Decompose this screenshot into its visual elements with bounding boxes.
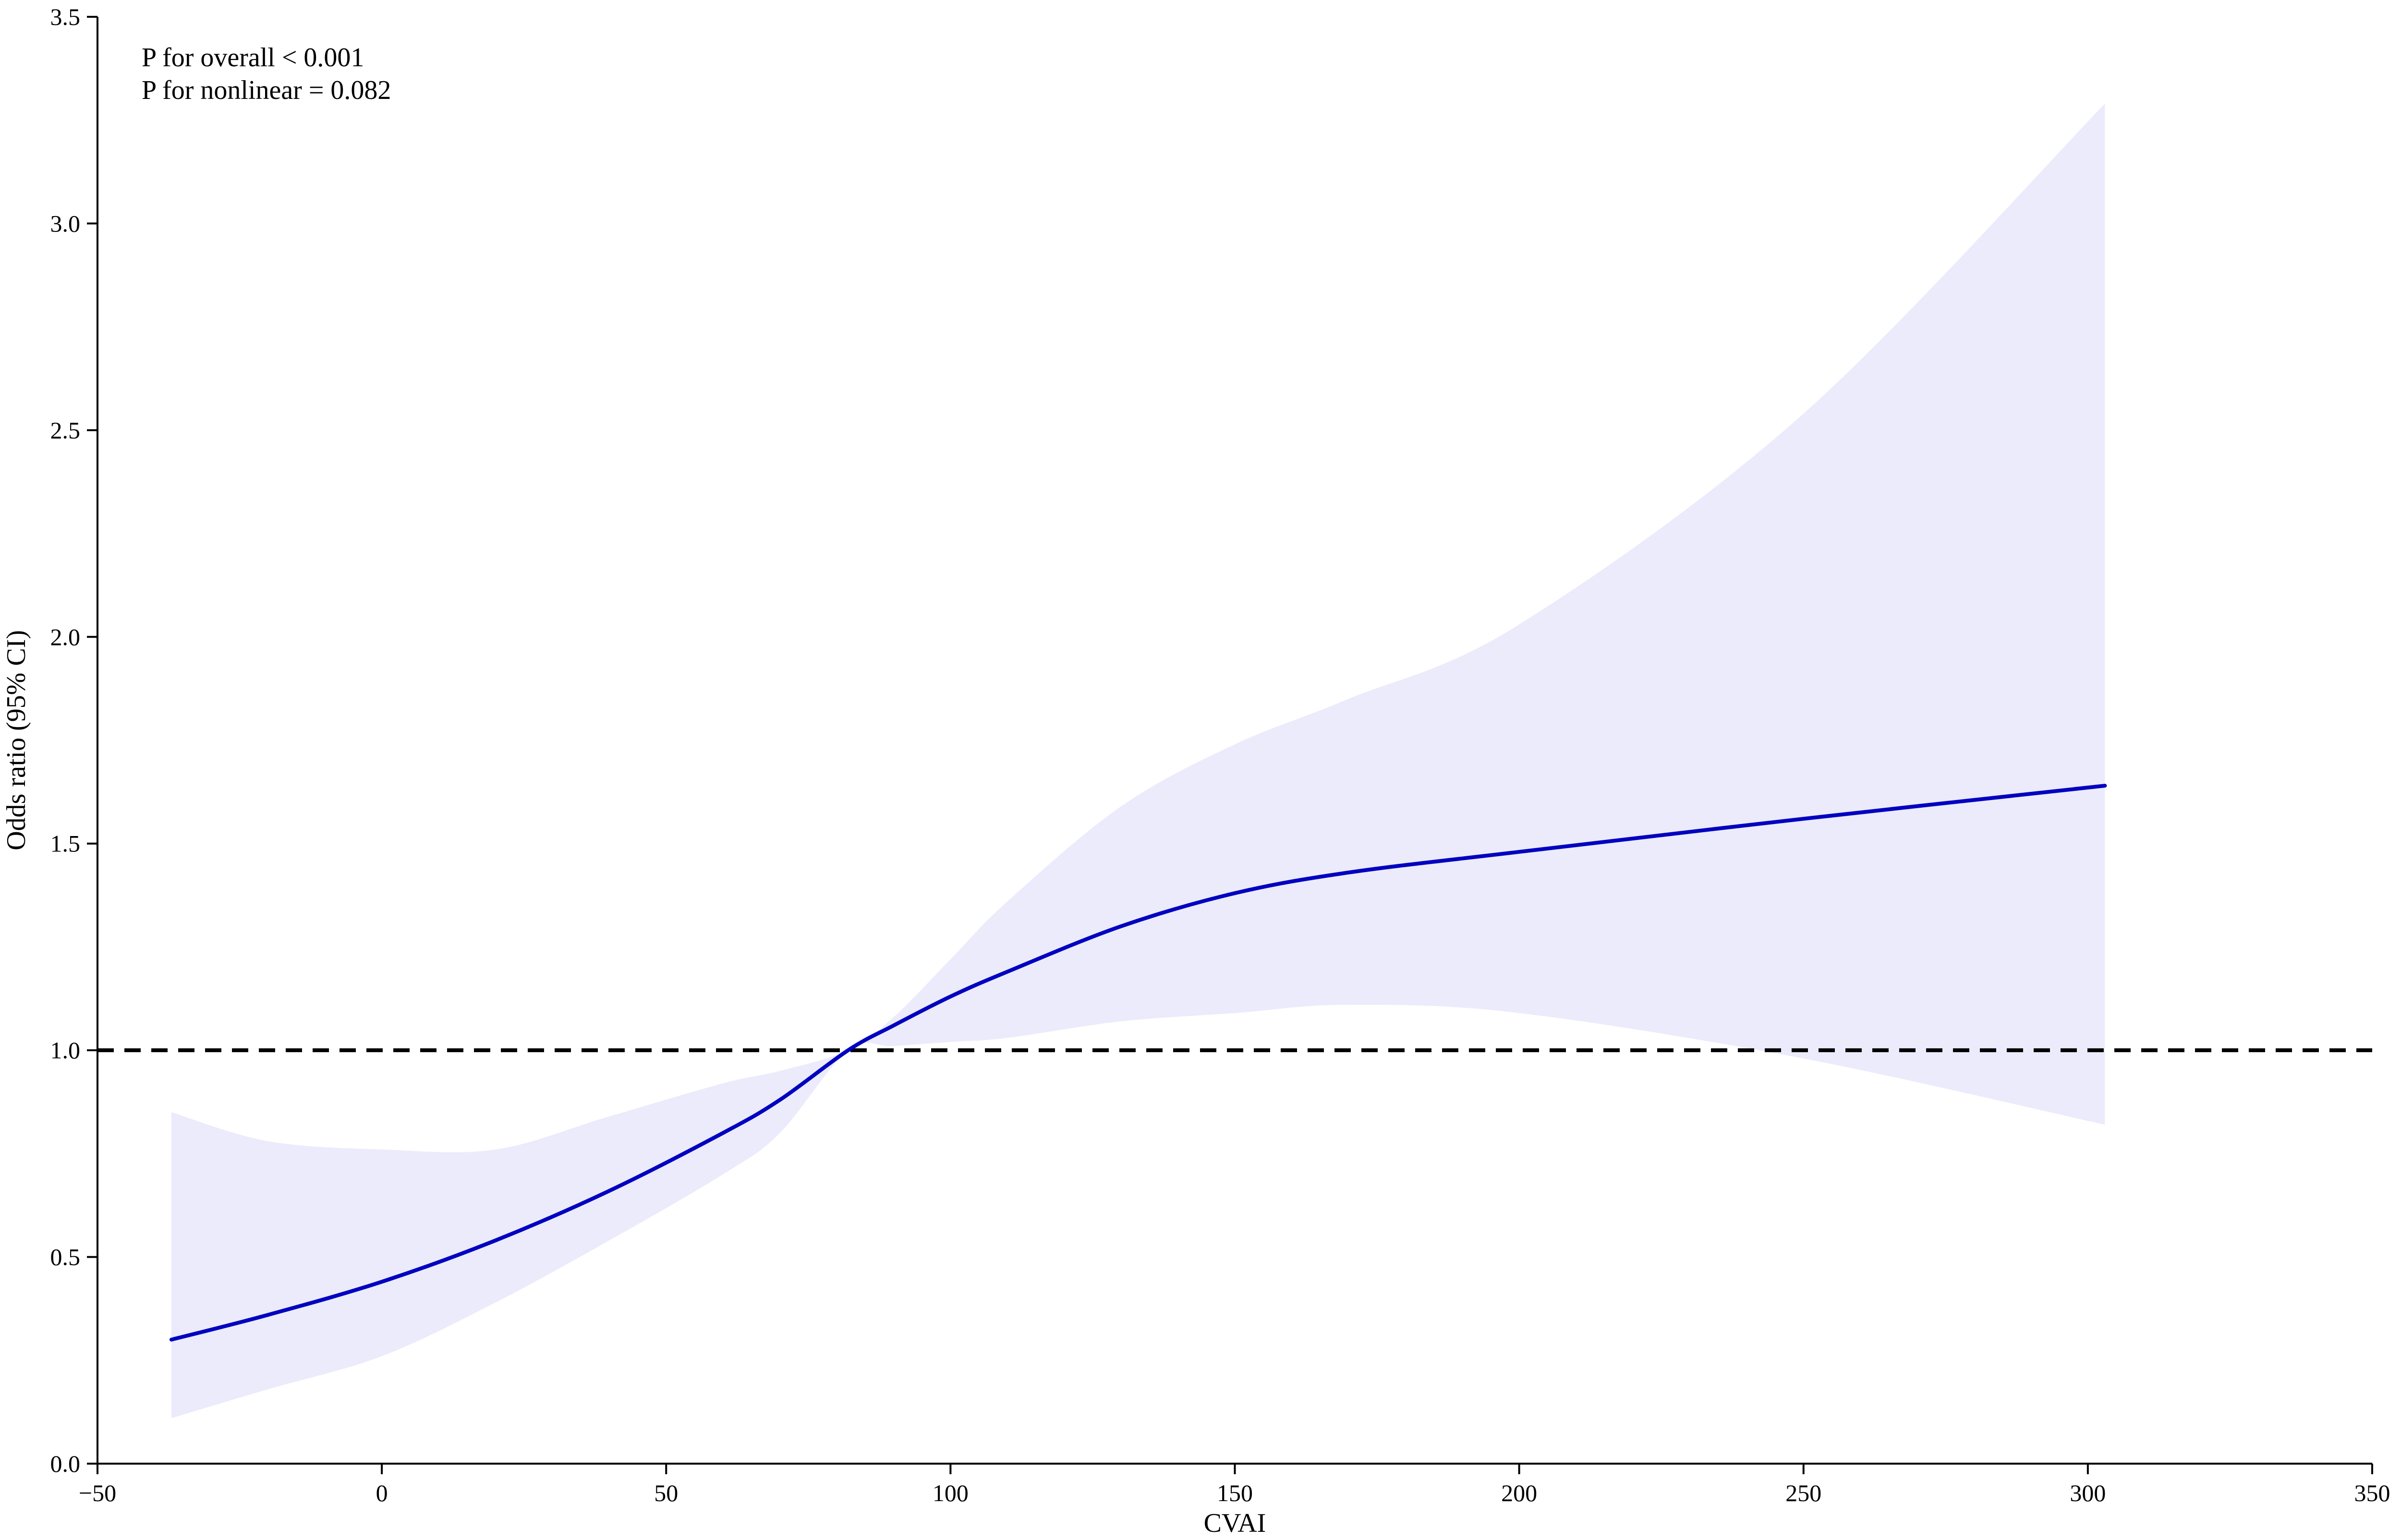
x-tick-label: 150: [1217, 1479, 1253, 1506]
odds-ratio-line: [169, 784, 2107, 1342]
x-tick-label: 50: [654, 1479, 678, 1506]
x-tick-label: 100: [933, 1479, 969, 1506]
x-axis-title: CVAI: [1204, 1508, 1266, 1538]
y-tick-label: 2.5: [50, 417, 81, 444]
y-tick-label: 3.0: [50, 210, 81, 237]
x-tick-label: 200: [1501, 1479, 1537, 1506]
x-tick-label: 300: [2070, 1479, 2106, 1506]
x-tick-label: 0: [376, 1479, 388, 1506]
y-axis-title: Odds ratio (95% CI): [1, 630, 31, 850]
x-tick-label: −50: [79, 1479, 116, 1506]
p-overall-annotation: P for overall < 0.001: [142, 43, 364, 73]
x-axis-ticks: −50 0 50 100 150 200 250 300 350: [79, 1464, 2390, 1506]
y-tick-label: 0.0: [50, 1450, 81, 1477]
y-tick-label: 1.5: [50, 830, 81, 857]
y-tick-label: 0.5: [50, 1244, 81, 1271]
y-tick-label: 2.0: [50, 623, 81, 650]
x-tick-label: 250: [1785, 1479, 1821, 1506]
x-tick-label: 350: [2354, 1479, 2390, 1506]
y-tick-label: 3.5: [50, 3, 81, 30]
p-nonlinear-annotation: P for nonlinear = 0.082: [142, 75, 391, 105]
y-axis-ticks: 0.0 0.5 1.0 1.5 2.0 2.5 3.0 3.5: [50, 3, 97, 1477]
y-tick-label: 1.0: [50, 1037, 81, 1064]
